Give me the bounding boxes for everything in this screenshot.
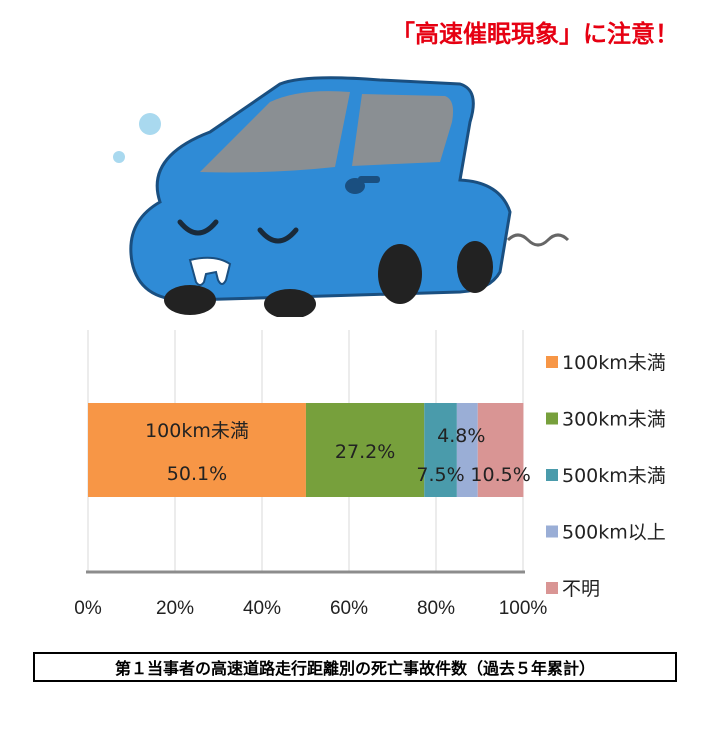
chart: 100km未満 50.1% 27.2% 7.5% 4.8% 10.5% 0% 20% 40% 6… [74, 330, 666, 619]
wheel-icon [164, 285, 216, 315]
bar-segment-3 [424, 403, 457, 497]
door-handle [358, 176, 380, 183]
front-window [200, 91, 350, 173]
legend-label: 300km未満 [562, 409, 666, 431]
x-tick-label: 80% [417, 598, 455, 619]
drool-icon [188, 256, 232, 286]
x-tick-label: 100% [499, 598, 548, 619]
wheel-icon [264, 289, 316, 317]
legend-swatch [546, 412, 558, 425]
data-label: 27.2% [335, 441, 395, 463]
steam-puff-icon [139, 113, 161, 135]
closed-eye-icon [257, 227, 299, 244]
legend-label: 100km未満 [562, 352, 666, 374]
legend-swatch [546, 525, 558, 538]
x-tick-label: 40% [243, 598, 281, 619]
bar-segment-4 [456, 403, 478, 497]
bar-segment-1 [88, 403, 306, 497]
data-label-title: 100km未満 [145, 420, 249, 442]
legend-label: 不明 [562, 578, 600, 600]
side-window [352, 94, 454, 166]
exhaust-squiggle-icon [506, 233, 570, 247]
legend-label: 500km未満 [562, 465, 666, 487]
wheel-icon [457, 241, 493, 293]
data-label: 4.8% [437, 425, 485, 447]
legend-swatch [546, 356, 558, 368]
headlight [345, 178, 365, 194]
legend-label: 500km以上 [562, 522, 666, 544]
steam-puff-icon [113, 151, 125, 163]
x-tick-label: 20% [156, 598, 194, 619]
x-tick-label: 0% [74, 598, 102, 619]
chart-caption: 第１当事者の高速道路走行距離別の死亡事故件数（過去５年累計） [33, 652, 677, 682]
bar-segment-2 [305, 403, 425, 497]
data-label: 10.5% [470, 464, 530, 486]
headline: 「高速催眠現象」に注意！ [391, 20, 679, 48]
data-label: 50.1% [167, 463, 227, 485]
bar-segment-5 [477, 403, 524, 497]
sleeping-car-illustration [113, 76, 570, 317]
closed-eye-icon [177, 219, 219, 236]
data-label: 7.5% [416, 464, 464, 486]
legend-swatch [546, 469, 558, 481]
legend-swatch [546, 582, 558, 594]
x-tick-label: 60% [330, 598, 368, 619]
wheel-icon [378, 244, 422, 304]
